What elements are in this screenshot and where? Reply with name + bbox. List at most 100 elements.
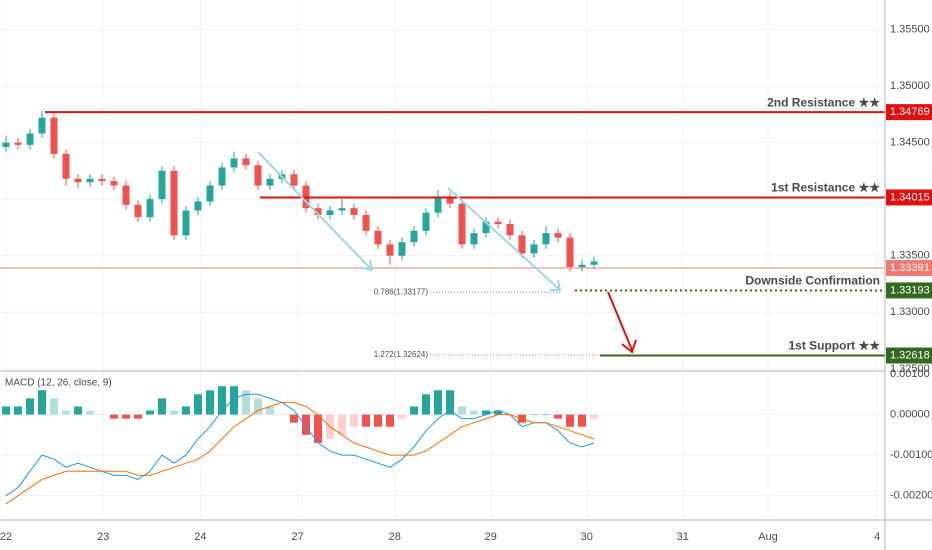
histogram-bar	[350, 414, 358, 427]
candle-body	[542, 233, 550, 245]
histogram-bar	[26, 398, 34, 415]
forecast-arrow	[607, 291, 637, 354]
candle-body	[578, 264, 586, 268]
histogram-bar	[158, 398, 166, 415]
y-tick-label: 0.00000	[890, 408, 930, 420]
candle-body	[50, 117, 58, 154]
x-tick-label: 22	[0, 531, 12, 543]
candle-body	[230, 158, 238, 168]
histogram-bar	[62, 410, 70, 415]
histogram-bar	[146, 410, 154, 415]
histogram-bar	[566, 414, 574, 427]
histogram-bar	[422, 394, 430, 415]
candle-body	[386, 244, 394, 256]
candle-body	[326, 210, 334, 215]
level-price-box	[886, 347, 932, 364]
candle-body	[242, 158, 250, 166]
x-tick-label: 23	[97, 531, 109, 543]
histogram-bar	[374, 414, 382, 427]
level-price-box	[886, 189, 932, 206]
macd-title: MACD (12, 26, close, 9)	[5, 378, 112, 389]
histogram-bar	[458, 406, 466, 415]
histogram-bar	[266, 406, 274, 415]
y-tick-label: 1.33500	[890, 250, 930, 262]
candle-body	[74, 178, 82, 183]
candle-body	[518, 235, 526, 254]
candle-body	[338, 208, 346, 211]
candle-body	[590, 261, 598, 265]
y-tick-label: 1.32500	[890, 363, 930, 375]
histogram-bar	[590, 414, 598, 419]
histogram-bar	[242, 390, 250, 415]
candle-body	[38, 117, 46, 134]
level-price: 1.33193	[890, 284, 930, 296]
histogram-bar	[2, 406, 10, 415]
candle-body	[434, 196, 442, 213]
candle-body	[62, 153, 70, 179]
x-tick-label: 29	[485, 531, 497, 543]
histogram-bar	[542, 414, 550, 416]
x-tick-label: 31	[677, 531, 689, 543]
candle-body	[482, 221, 490, 234]
histogram-bar	[362, 414, 370, 427]
histogram-bar	[554, 414, 562, 419]
candle-body	[146, 199, 154, 218]
histogram-bar	[206, 390, 214, 415]
candle-body	[566, 237, 574, 268]
histogram-bar	[434, 390, 442, 415]
candle-body	[194, 201, 202, 211]
histogram-bar	[494, 410, 502, 415]
y-tick-label: 1.34500	[890, 136, 930, 148]
level-name: Downside Confirmation	[745, 274, 880, 288]
grid	[0, 0, 885, 520]
level-name: 1st Support ★★	[788, 339, 880, 353]
candle-body	[14, 142, 22, 145]
y-tick-label: 1.33000	[890, 306, 930, 318]
candle-body	[86, 178, 94, 183]
histogram-bar	[470, 410, 478, 415]
level-price-box	[886, 104, 932, 121]
histogram-bar	[410, 406, 418, 415]
histogram-bar	[398, 414, 406, 419]
histogram-bar	[170, 410, 178, 415]
candle-body	[290, 174, 298, 186]
histogram-bar	[254, 398, 262, 415]
histogram-bar	[386, 414, 394, 427]
histogram-bar	[302, 414, 310, 435]
histogram-bar	[218, 386, 226, 415]
x-tick-label: 24	[194, 531, 206, 543]
candle-body	[314, 208, 322, 215]
y-tick-label: -0.00200	[890, 490, 932, 502]
candle-body	[254, 165, 262, 186]
candle-body	[266, 178, 274, 186]
y-tick-label: -0.00100	[890, 449, 932, 461]
candle-body	[458, 203, 466, 245]
candle-body	[98, 178, 106, 182]
macd-line	[5, 393, 595, 497]
histogram-bar	[182, 406, 190, 415]
y-tick-label: 1.35000	[890, 80, 930, 92]
level-price: 1.34769	[890, 106, 930, 118]
candle-body	[158, 170, 166, 200]
candle-body	[206, 185, 214, 202]
projection-arrow	[257, 151, 374, 272]
histogram-bar	[14, 406, 22, 415]
histogram-bar	[446, 390, 454, 415]
histogram-bar	[110, 414, 118, 419]
level-price: 1.34015	[890, 191, 930, 203]
histogram-bar	[278, 414, 286, 416]
fib-label: 0.786(1.33177)	[374, 287, 429, 296]
histogram-bar	[290, 414, 298, 423]
level-price: 1.32618	[890, 349, 930, 361]
candle-body	[554, 233, 562, 238]
candle-body	[374, 230, 382, 245]
candle-body	[530, 244, 538, 254]
y-tick-label: 0.00100	[890, 368, 930, 380]
candle-body	[170, 170, 178, 236]
candle-body	[350, 208, 358, 215]
histogram-bar	[482, 410, 490, 415]
marks	[0, 110, 885, 505]
